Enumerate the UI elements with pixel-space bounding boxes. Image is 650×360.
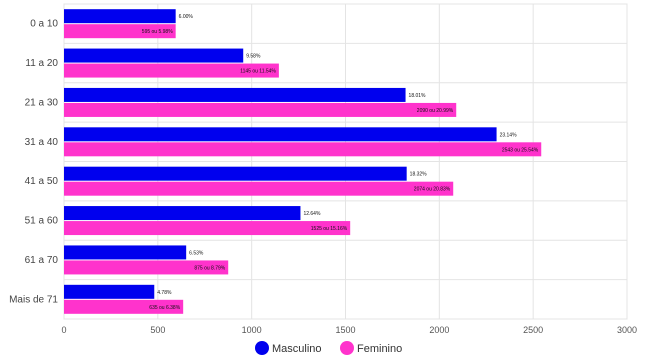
- legend-swatch-feminino: [340, 341, 354, 355]
- x-tick-label: 0: [61, 325, 66, 335]
- bar-feminino: [64, 221, 351, 236]
- bar-percent-label: 6.53%: [189, 250, 204, 256]
- bar-value-label: 635 ou 6.38%: [149, 305, 180, 311]
- bar-percent-label: 23.14%: [500, 132, 518, 138]
- category-label: 61 a 70: [25, 255, 59, 266]
- x-tick-label: 3000: [617, 325, 637, 335]
- bar-feminino: [64, 63, 279, 78]
- x-tick-label: 500: [150, 325, 165, 335]
- bar-masculino: [64, 87, 406, 102]
- bar-masculino: [64, 127, 497, 142]
- category-label: 11 a 20: [25, 58, 58, 69]
- bar-percent-label: 18.01%: [409, 93, 427, 99]
- bar-percent-label: 18.32%: [410, 172, 428, 178]
- bar-value-label: 595 ou 5.98%: [142, 29, 173, 35]
- bar-masculino: [64, 9, 176, 24]
- x-tick-label: 1500: [335, 325, 355, 335]
- bar-feminino: [64, 102, 457, 117]
- bar-percent-label: 4.78%: [157, 290, 172, 296]
- x-tick-label: 2000: [429, 325, 449, 335]
- category-label: 31 a 40: [25, 137, 59, 148]
- category-label: Mais de 71: [9, 294, 58, 305]
- category-label: 51 a 60: [25, 216, 59, 227]
- bar-feminino: [64, 181, 454, 196]
- bar-value-label: 2090 ou 20.99%: [417, 108, 454, 114]
- legend-label: Masculino: [272, 343, 322, 355]
- bar-value-label: 1525 ou 15.16%: [311, 226, 348, 232]
- bar-percent-label: 9.58%: [246, 54, 261, 60]
- bar-feminino: [64, 260, 229, 275]
- bar-masculino: [64, 206, 301, 221]
- x-axis: 0 500 1000 1500 2000 2500 3000: [61, 325, 637, 335]
- bar-value-label: 2543 ou 25.54%: [502, 147, 539, 153]
- bar-value-label: 875 ou 8.79%: [194, 265, 225, 271]
- bar-percent-label: 6.00%: [179, 14, 194, 20]
- bar-masculino: [64, 245, 187, 260]
- legend-label: Feminino: [357, 343, 402, 355]
- category-label: 21 a 30: [25, 97, 59, 108]
- x-tick-label: 1000: [242, 325, 262, 335]
- gridlines: [63, 3, 628, 320]
- legend: Masculino Feminino: [255, 341, 402, 355]
- legend-swatch-masculino: [255, 341, 269, 355]
- bar-feminino: [64, 299, 184, 314]
- bar-percent-label: 12.64%: [303, 211, 321, 217]
- category-label: 0 a 10: [30, 19, 58, 30]
- x-tick-label: 2500: [523, 325, 543, 335]
- bar-masculino: [64, 166, 407, 181]
- bar-feminino: [64, 142, 542, 157]
- category-label: 41 a 50: [25, 176, 59, 187]
- bar-feminino: [64, 24, 176, 39]
- bar-masculino: [64, 284, 155, 299]
- bar-value-label: 2074 ou 20.83%: [414, 187, 451, 193]
- bars: 6.00% 595 ou 5.98% 9.58% 1145 ou 11.54% 18.0…: [64, 9, 542, 314]
- bar-masculino: [64, 48, 244, 63]
- category-labels: 0 a 10 11 a 20 21 a 30 31 a 40 41 a 50 51 a 6…: [9, 19, 58, 306]
- bar-value-label: 1145 ou 11.54%: [240, 69, 276, 75]
